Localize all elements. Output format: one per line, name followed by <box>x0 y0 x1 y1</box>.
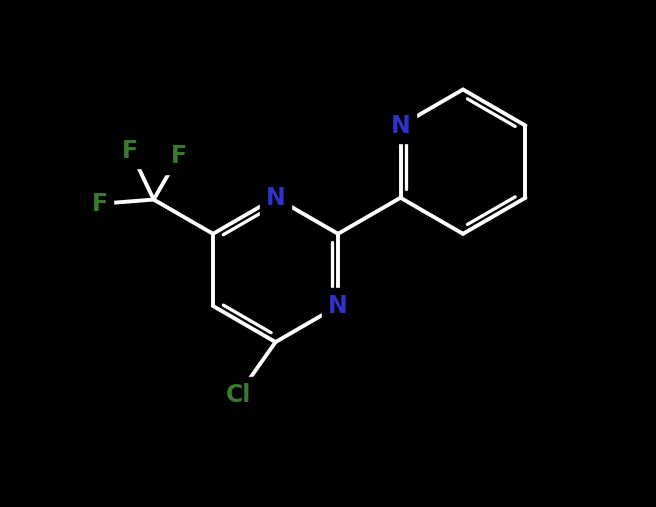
Text: N: N <box>390 114 411 137</box>
Text: N: N <box>266 186 285 210</box>
Text: F: F <box>171 144 187 168</box>
Text: F: F <box>122 139 138 163</box>
Text: N: N <box>328 294 348 318</box>
Text: F: F <box>92 192 108 216</box>
Text: Cl: Cl <box>226 383 251 407</box>
